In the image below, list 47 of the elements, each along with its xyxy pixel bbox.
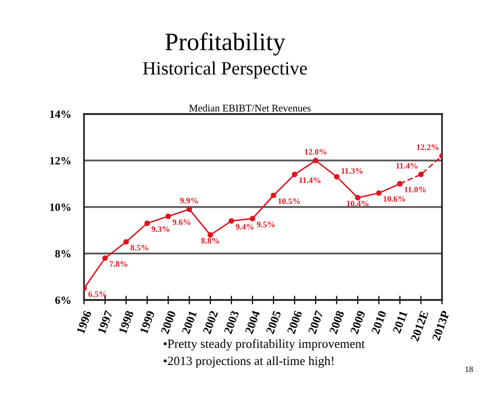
data-label: 10.5% xyxy=(278,198,300,204)
data-label: 10.4% xyxy=(346,200,368,206)
data-label: 12.0% xyxy=(304,149,326,155)
data-label: 8.5% xyxy=(130,244,148,251)
data-label: 6.5% xyxy=(88,291,106,298)
data-label: 10.6% xyxy=(384,196,406,202)
data-label: 7.8% xyxy=(110,261,128,267)
x-tick-label: 2009 xyxy=(350,310,366,334)
y-tick-label: 6% xyxy=(55,296,70,304)
text: •Pretty steady profitability improvement xyxy=(164,339,365,351)
x-tick-label: 2007 xyxy=(308,310,324,334)
chart-title: Profitability xyxy=(165,32,286,56)
x-tick-label: 2004 xyxy=(244,310,260,334)
x-tick-label: 2001 xyxy=(182,310,197,334)
data-label: 9.9% xyxy=(180,198,198,204)
x-tick-label: 1997 xyxy=(98,310,113,334)
x-tick-label: 1999 xyxy=(140,310,155,334)
x-tick-label: 2005 xyxy=(266,310,282,334)
chart-subtitle: Historical Perspective xyxy=(143,62,307,78)
x-tick-label: 2010 xyxy=(371,310,386,334)
text: •2013 projections at all-time high! xyxy=(164,356,334,368)
data-label: 9.5% xyxy=(256,222,275,228)
text: 18 xyxy=(466,366,473,372)
x-tick-label: 2011 xyxy=(392,310,408,334)
data-label: 11.0% xyxy=(404,186,426,192)
data-label: 9.3% xyxy=(152,226,170,232)
y-tick-label: 12% xyxy=(50,156,70,164)
y-tick-label: 8% xyxy=(55,250,70,258)
x-tick-label: 2012E xyxy=(410,310,429,342)
x-tick-label: 1998 xyxy=(118,310,134,334)
data-label: 11.4% xyxy=(396,162,418,169)
x-tick-label: 2003 xyxy=(224,310,240,334)
data-label: 11.3% xyxy=(342,168,363,174)
x-tick-label: 2002 xyxy=(202,310,218,334)
y-tick-label: 10% xyxy=(50,203,70,211)
data-label: 11.4% xyxy=(299,177,320,184)
y-tick-label: 14% xyxy=(50,110,70,118)
x-tick-label: 2006 xyxy=(287,310,302,334)
text: Median EBIBT/Net Revenues xyxy=(189,104,311,112)
data-label: 12.2% xyxy=(416,144,438,150)
data-label: 9.4% xyxy=(236,224,254,230)
data-label: 9.6% xyxy=(172,219,190,225)
x-tick-label: 1996 xyxy=(76,310,92,334)
x-tick-label: 2013P xyxy=(432,310,450,342)
x-tick-label: 2008 xyxy=(329,310,344,334)
x-tick-label: 2000 xyxy=(160,310,176,334)
data-label: 8.8% xyxy=(201,238,219,244)
